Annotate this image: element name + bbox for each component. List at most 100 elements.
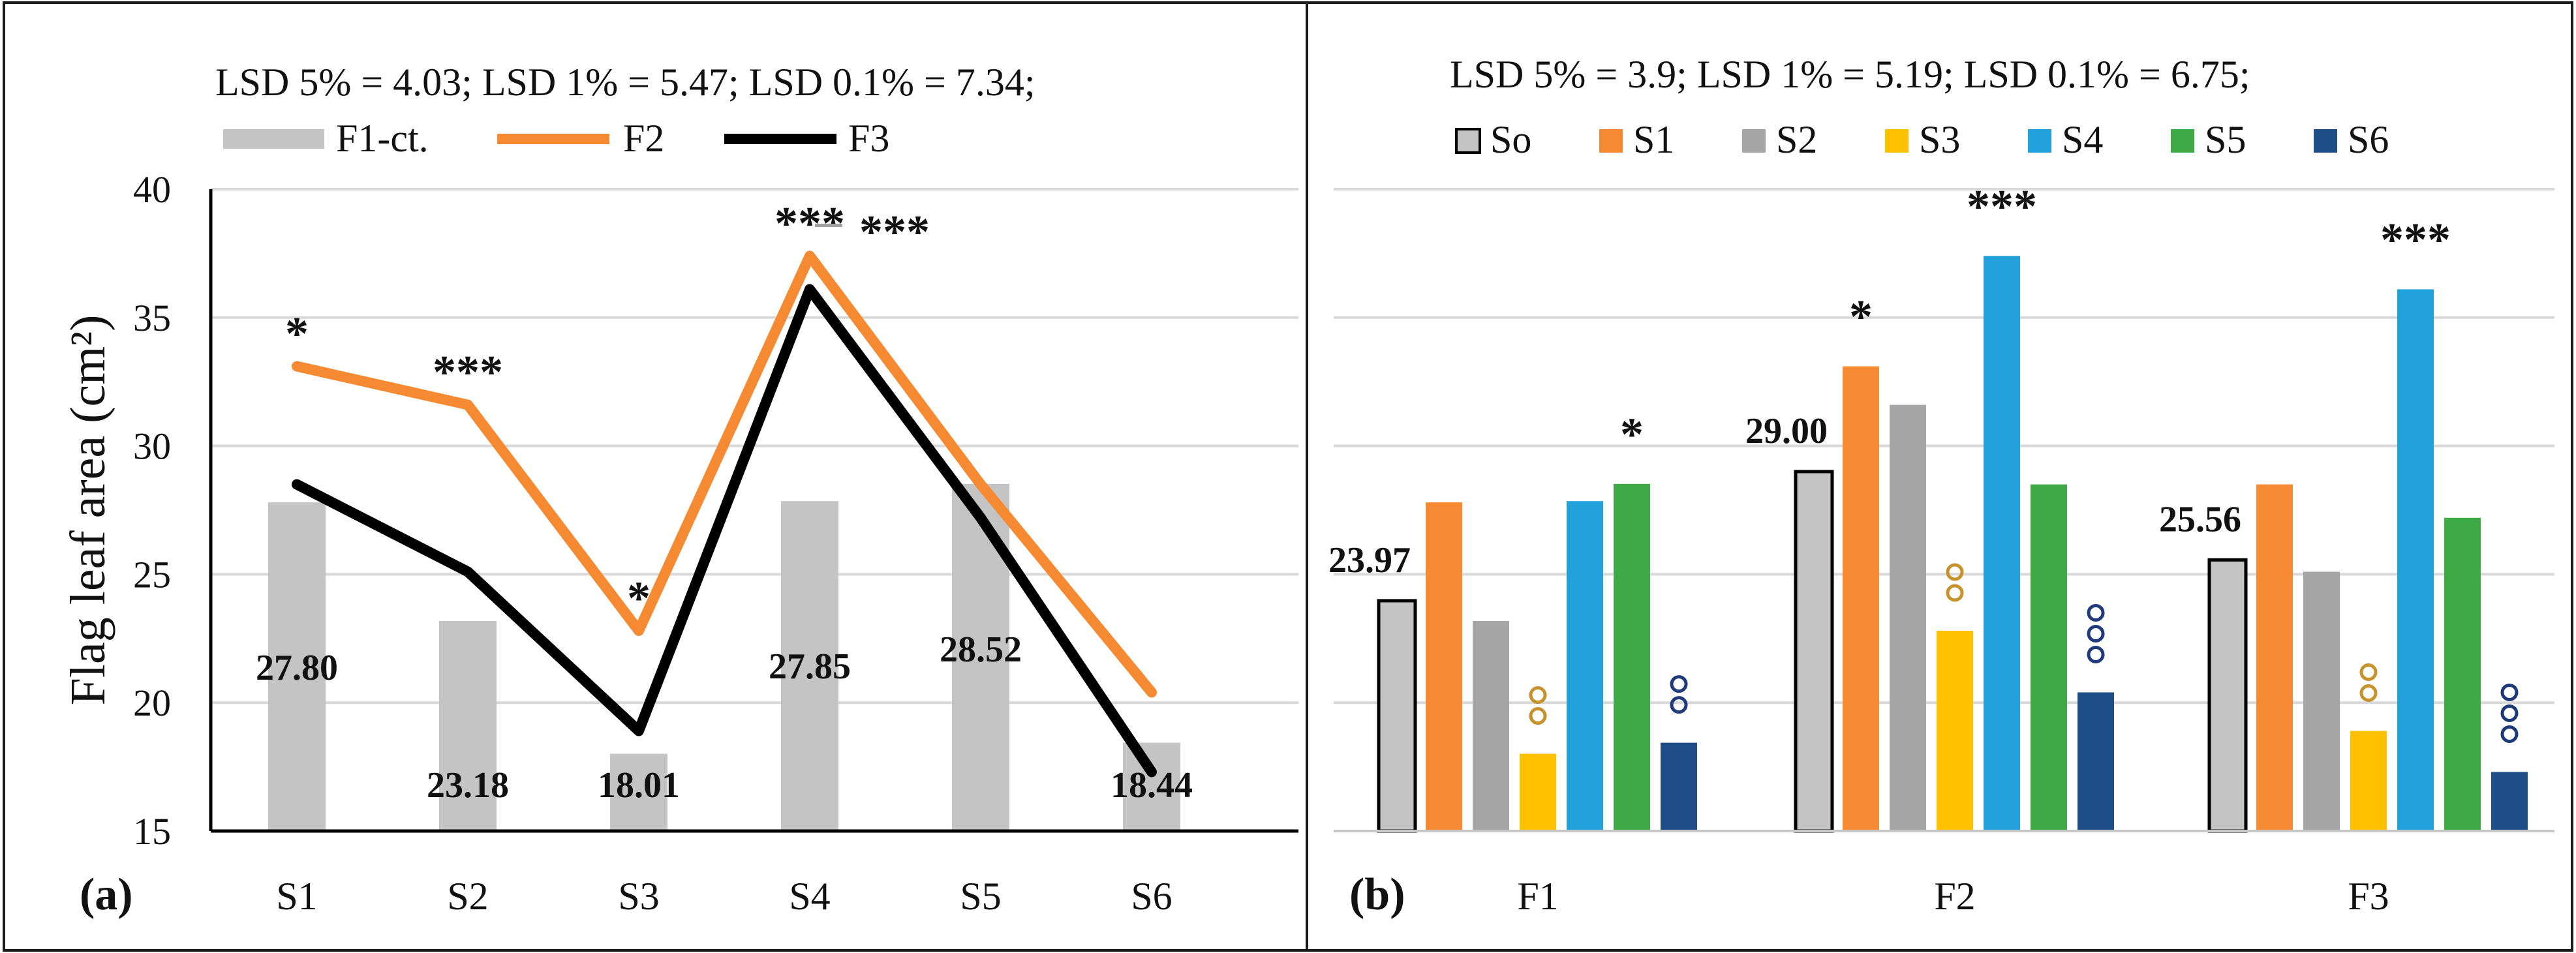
panel-a-x-tick-s5: S5: [960, 875, 1001, 918]
panel-a-bar-s2: [439, 621, 497, 831]
panel-b-legend-label-so: So: [1490, 118, 1531, 161]
panel-a-y-tick-20: 20: [133, 682, 171, 724]
panel-b-bar-f3-s2: [2303, 571, 2340, 831]
panel-b-decrease-marks: [1529, 563, 2519, 743]
panel-b-x-tick-f2: F2: [1934, 875, 1975, 918]
panel-a-sig-s1-f2: *: [285, 308, 309, 360]
panel-a-bar-label-s2: 23.18: [427, 765, 509, 806]
panel-b-decrease-mark-f1-s6-2: [1670, 675, 1688, 693]
figure-frame: [3, 1, 2573, 952]
panel-b-decrease-mark-f3-s6-2: [2500, 704, 2519, 722]
panel-a-legend-swatch-f1-ct: [223, 129, 324, 149]
panel-a-x-tick-s4: S4: [789, 875, 830, 918]
panel-b-legend-label-s5: S5: [2205, 118, 2246, 161]
panel-a-lines: [292, 250, 1157, 778]
panel-a-significance-marks: ******** ***: [285, 197, 930, 624]
panel-b-bar-f2-s1: [1843, 366, 1879, 831]
panel-a-bar-s4: [781, 501, 838, 831]
panel-b-legend-swatch-s4: [2028, 129, 2051, 153]
panel-b-bar-f2-s4: [1984, 256, 2020, 831]
panel-b-bar-f1-s6: [1661, 742, 1697, 831]
panel-b-bar-f1-so: [1377, 599, 1417, 833]
panel-a-y-tick-labels: 15 20 25 30 35 40: [133, 168, 171, 853]
panel-b-bar-f1-s1: [1426, 502, 1462, 831]
panel-b-bar-f1-s2: [1473, 621, 1509, 831]
panel-a-x-tick-labels: S1 S2 S3 S4 S5 S6: [276, 875, 1172, 918]
panel-b-bar-f3-s5: [2444, 517, 2481, 831]
panel-b-bar-label-f3: 25.56: [2159, 499, 2241, 539]
panel-b-bar-f1-s4: [1567, 501, 1603, 831]
panel-a-bar-labels: 27.80 23.18 18.01 27.85 28.52 18.44: [256, 629, 1193, 806]
panel-b-legend-label-s2: S2: [1776, 118, 1817, 161]
panel-a-x-tick-s3: S3: [618, 875, 659, 918]
panel-b-sig-f3-s4: ***: [2380, 214, 2451, 266]
panel-b-bar-f3-so: [2207, 558, 2248, 833]
panel-b-significance-marks: ********: [1620, 180, 2451, 461]
panel-a-sig-s3-f2: *: [627, 572, 651, 624]
panel-b-decrease-mark-f2-s6-3: [2087, 603, 2105, 622]
panel-a-bar-s6: [1123, 742, 1180, 831]
panel-a-label: (a): [80, 870, 133, 920]
panel-b-legend-swatch-so: [1455, 128, 1481, 154]
panel-b-bar-f3-s6: [2491, 772, 2528, 831]
panel-b-bar-labels: 23.97 29.00 25.56: [1328, 411, 2241, 581]
panel-b-x-tick-f1: F1: [1517, 875, 1558, 918]
panel-b-bar-f2-s6: [2078, 692, 2114, 831]
panel-b-legend: So S1 S2 S3 S4 S5 S6: [1455, 118, 2389, 161]
panel-b-bar-f3-s4: [2397, 289, 2434, 831]
panel-b-legend-swatch-s5: [2171, 129, 2194, 153]
panel-b-legend-label-s6: S6: [2348, 118, 2389, 161]
panel-b-decrease-mark-f3-s3-1: [2359, 684, 2378, 702]
panel-a-legend-label-f3: F3: [848, 117, 889, 160]
panel-a-bar-label-s4: 27.85: [769, 646, 851, 687]
panel-b-bar-label-f2: 29.00: [1745, 411, 1828, 451]
panel-b-sig-f2-s1: *: [1849, 291, 1873, 343]
panel-a-y-tick-15: 15: [133, 810, 171, 853]
panel-b-sig-f1-s5: *: [1620, 408, 1644, 461]
panel-b: LSD 5% = 3.9; LSD 1% = 5.19; LSD 0.1% = …: [1328, 53, 2554, 920]
panel-a-legend-label-f1-ct: F1-ct.: [336, 117, 429, 160]
panel-b-bar-f2-s3: [1937, 630, 1973, 831]
panel-b-decrease-mark-f3-s6-1: [2500, 725, 2519, 743]
panel-a: LSD 5% = 4.03; LSD 1% = 5.47; LSD 0.1% =…: [61, 61, 1298, 920]
panel-b-x-tick-labels: F1 F2 F3: [1517, 875, 2389, 918]
panel-a-bar-label-s3: 18.01: [598, 765, 680, 806]
panel-b-decrease-mark-f2-s6-1: [2087, 645, 2105, 663]
panel-b-bar-f1-s5: [1614, 483, 1650, 831]
panel-a-sig-s2-f2: ***: [433, 346, 503, 399]
panel-b-bar-f2-so: [1794, 470, 1834, 833]
panel-b-legend-swatch-s6: [2314, 129, 2337, 153]
panel-a-bar-label-s5: 28.52: [940, 629, 1022, 670]
panel-a-line-f2: [292, 250, 1157, 698]
panel-b-lsd-text: LSD 5% = 3.9; LSD 1% = 5.19; LSD 0.1% = …: [1450, 53, 2250, 96]
panel-b-decrease-mark-f1-s6-1: [1670, 696, 1688, 714]
panel-a-x-tick-s1: S1: [276, 875, 317, 918]
panel-a-y-tick-40: 40: [133, 168, 171, 211]
panel-a-y-tick-30: 30: [133, 425, 171, 468]
panel-a-y-tick-25: 25: [133, 553, 171, 596]
panel-b-bar-f3-s1: [2256, 484, 2293, 831]
panel-a-lsd-text: LSD 5% = 4.03; LSD 1% = 5.47; LSD 0.1% =…: [215, 61, 1035, 104]
panel-a-sig-s4-f2: ***: [774, 197, 845, 249]
panel-a-bar-label-s1: 27.80: [256, 648, 338, 688]
panel-b-legend-label-s4: S4: [2062, 118, 2103, 161]
panel-b-bar-label-f1: 23.97: [1328, 540, 1411, 581]
panel-b-bar-f1-s3: [1520, 753, 1556, 831]
panel-a-y-tick-35: 35: [133, 297, 171, 339]
panel-a-bar-s3: [610, 753, 667, 831]
panel-b-decrease-mark-f2-s3-2: [1946, 563, 1964, 581]
panel-a-legend: F1-ct. F2 F3: [223, 117, 889, 160]
panel-a-x-tick-s6: S6: [1131, 875, 1172, 918]
panel-b-decrease-mark-f3-s6-3: [2500, 683, 2519, 701]
panel-b-bars: [1377, 256, 2528, 833]
panel-b-legend-label-s3: S3: [1919, 118, 1960, 161]
panel-b-bar-f2-s2: [1890, 404, 1926, 831]
panel-a-y-axis-label: Flag leaf area (cm²): [61, 315, 115, 706]
panel-b-bar-f2-s5: [2031, 484, 2067, 831]
panel-b-legend-swatch-s3: [1885, 129, 1909, 153]
panel-b-legend-swatch-s2: [1742, 129, 1766, 153]
panel-b-bar-f3-s3: [2350, 731, 2387, 831]
panel-b-x-tick-f3: F3: [2348, 875, 2389, 918]
panel-b-label: (b): [1349, 870, 1405, 920]
